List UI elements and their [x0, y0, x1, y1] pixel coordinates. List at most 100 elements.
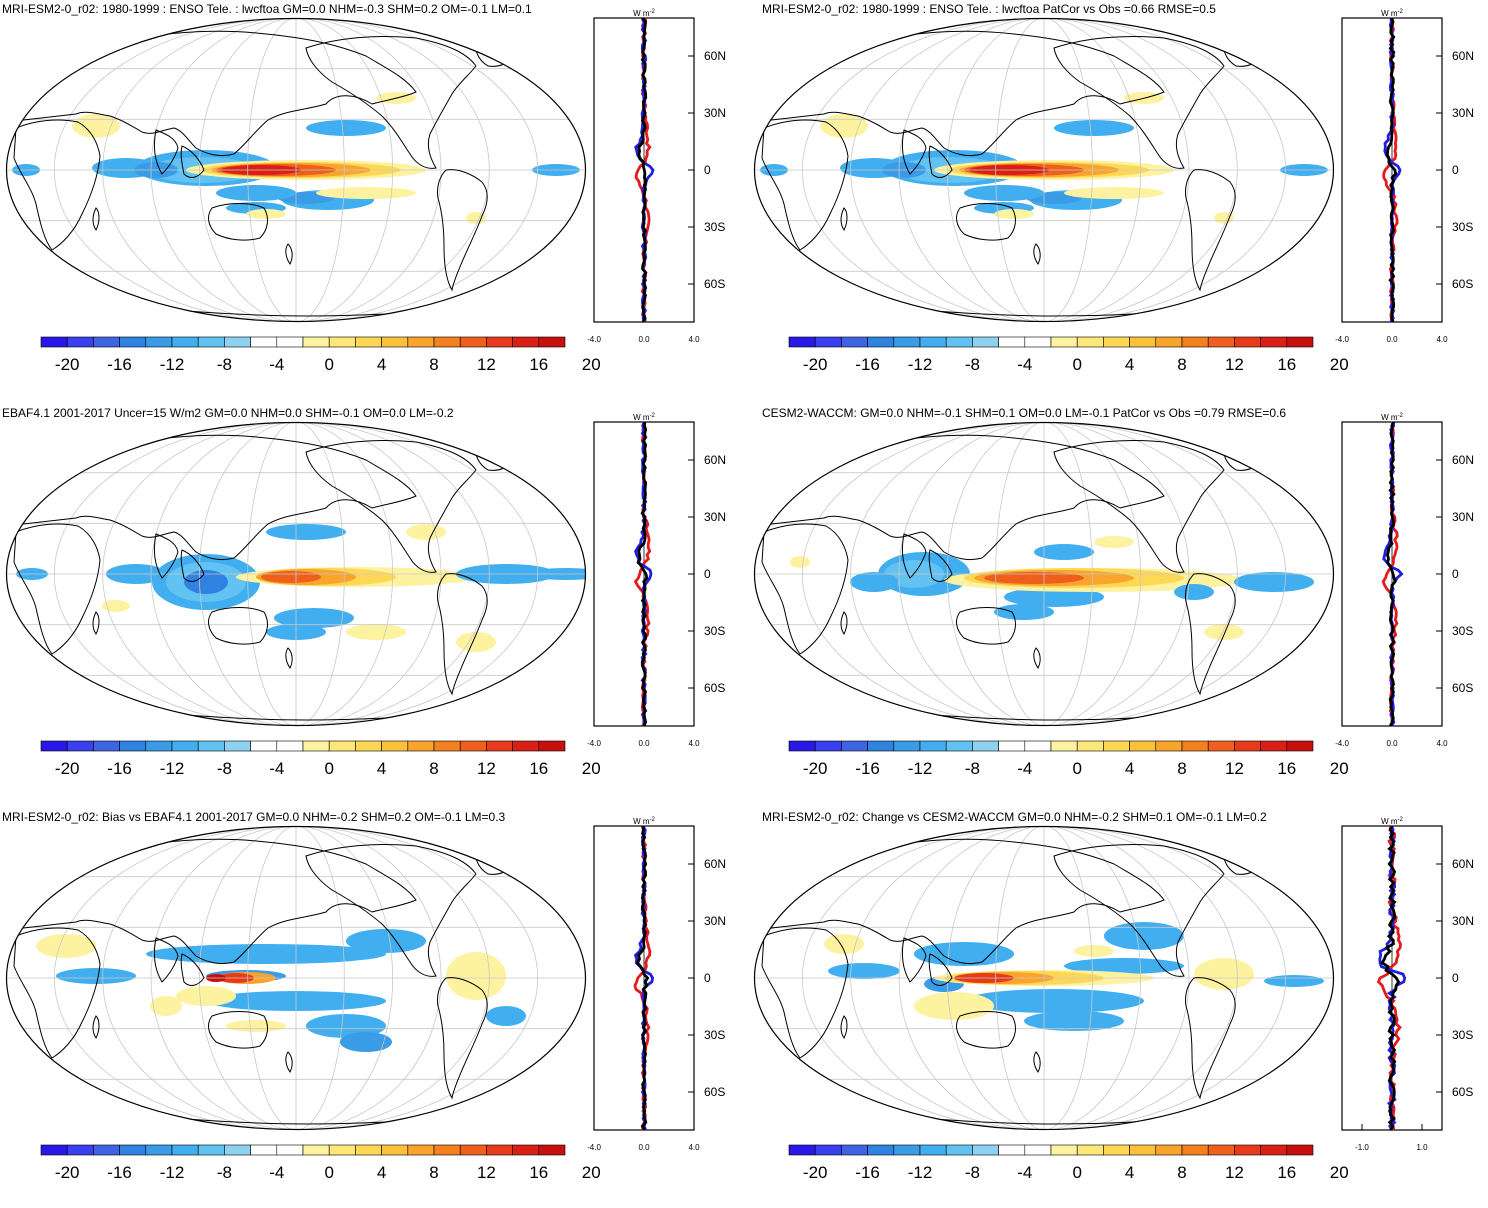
colorbar-tick-label: 8	[429, 1163, 438, 1182]
colorbar-swatch	[355, 740, 382, 752]
colorbar-swatch	[1234, 740, 1261, 752]
continent-southAmerica	[1185, 977, 1236, 1100]
anomaly-contour	[994, 209, 1034, 219]
colorbar-tick-label: -20	[803, 1163, 828, 1182]
colorbar-swatch	[197, 336, 225, 348]
profile-lat-label: 30S	[1452, 624, 1473, 638]
profile-lat-label: 60N	[1452, 49, 1474, 63]
anomaly-contour	[1024, 1011, 1124, 1031]
colorbar-swatch	[459, 1144, 487, 1156]
profile-lat-label: 30S	[704, 1028, 725, 1042]
colorbar-swatch	[197, 1144, 225, 1156]
continent-india	[153, 129, 179, 175]
profile-x-tick-label: 0.0	[638, 739, 650, 748]
colorbar-tick-label: 4	[1125, 355, 1134, 374]
anomaly-contour	[790, 556, 810, 568]
colorbar-swatch	[972, 1144, 999, 1156]
colorbar-swatch	[919, 336, 947, 348]
anomaly-contour	[1004, 587, 1104, 607]
colorbar-swatch	[119, 336, 147, 348]
colorbar-tick-label: 12	[477, 759, 496, 778]
continent-india	[901, 129, 927, 175]
anomaly-contour	[964, 185, 1044, 201]
map-border	[753, 17, 1335, 323]
profile-x-tick-label: 4.0	[688, 1143, 700, 1152]
colorbar-tick-label: 20	[1330, 1163, 1349, 1182]
continent-africa	[13, 523, 101, 655]
panel-obs: EBAF4.1 2001-2017 Uncer=15 W/m2 GM=0.0 N…	[0, 404, 744, 804]
map-title: MRI-ESM2-0_r02: Bias vs EBAF4.1 2001-201…	[2, 810, 506, 824]
colorbar-swatch	[945, 1144, 973, 1156]
profile-x-tick-label: -4.0	[1335, 335, 1349, 344]
colorbar-swatch	[512, 336, 540, 348]
colorbar-tick-label: 20	[1330, 355, 1349, 374]
colorbar-tick-label: 12	[1225, 1163, 1244, 1182]
profile-lat-label: 30S	[704, 220, 725, 234]
profile-lat-label: 30N	[704, 914, 726, 928]
anomaly-contour	[102, 600, 130, 612]
colorbar-swatch	[66, 336, 94, 348]
colorbar-tick-label: 20	[1330, 759, 1349, 778]
colorbar-swatch	[1286, 1144, 1314, 1156]
colorbar-swatch	[486, 740, 513, 752]
anomaly-contour	[850, 572, 898, 592]
colorbar-swatch	[538, 740, 566, 752]
colorbar-tick-label: -12	[908, 759, 933, 778]
profile-x-tick-label: 4.0	[688, 335, 700, 344]
colorbar-swatch	[407, 1144, 435, 1156]
colorbar-swatch	[381, 740, 409, 752]
colorbar-tick-label: 12	[477, 355, 496, 374]
colorbar-swatch	[328, 336, 356, 348]
continent-india	[153, 533, 179, 579]
continent-seasia	[928, 549, 953, 582]
continent-india	[901, 937, 927, 983]
colorbar-tick-label: 0	[324, 355, 333, 374]
anomaly-contour	[1174, 584, 1214, 600]
colorbar-swatch	[814, 740, 842, 752]
profile-x-tick-label: 1.0	[1416, 1143, 1428, 1152]
colorbar-swatch	[1103, 1144, 1130, 1156]
colorbar-swatch	[40, 1144, 68, 1156]
colorbar-tick-label: -4	[269, 355, 284, 374]
colorbar-swatch	[841, 336, 868, 348]
anomaly-contour	[184, 570, 228, 594]
anomaly-contour	[828, 963, 900, 979]
continent-seasia	[928, 953, 953, 986]
colorbar-swatch	[972, 740, 999, 752]
anomaly-contour	[72, 114, 120, 138]
colorbar-swatch	[893, 740, 921, 752]
anomaly-contour	[486, 1006, 526, 1026]
zonal-mean-profile: W m-2 60N 30N 0 30S 60S -1.0 1.0	[1341, 817, 1474, 1152]
profile-lat-label: 60N	[704, 49, 726, 63]
continent-asiaEurope	[754, 434, 1165, 561]
continent-australia	[956, 1011, 1016, 1049]
colorbar-swatch	[459, 336, 487, 348]
colorbar-tick-label: 0	[1072, 759, 1081, 778]
graticule	[6, 422, 586, 726]
continent-africa	[13, 927, 101, 1059]
map	[753, 421, 1335, 727]
colorbar: -20 -16 -12 -8 -4 0 4 8 12 16 20	[788, 336, 1349, 374]
colorbar-swatch	[250, 1144, 278, 1156]
colorbar-swatch	[1181, 1144, 1209, 1156]
colorbar-tick-label: -8	[965, 355, 980, 374]
colorbar-tick-label: 0	[324, 759, 333, 778]
colorbar-swatch	[893, 1144, 921, 1156]
panel-bias: MRI-ESM2-0_r02: Bias vs EBAF4.1 2001-201…	[0, 808, 744, 1208]
colorbar-tick-label: -4	[1017, 1163, 1032, 1182]
colorbar-tick-label: -8	[217, 759, 232, 778]
profile-x-tick-label: -4.0	[587, 335, 601, 344]
colorbar-swatch	[1260, 336, 1288, 348]
colorbar-tick-label: 20	[582, 1163, 601, 1182]
anomaly-contour	[36, 934, 96, 958]
continent-asiaEurope	[754, 30, 1165, 157]
colorbar-swatch	[250, 336, 278, 348]
continent-northAmerica	[1053, 439, 1225, 573]
anomaly-contour	[1234, 572, 1314, 592]
colorbar-swatch	[433, 740, 461, 752]
anomaly-contour	[1064, 958, 1184, 974]
map-title: CESM2-WACCM: GM=0.0 NHM=-0.1 SHM=0.1 OM=…	[762, 406, 1287, 420]
profile-lat-label: 30N	[1452, 106, 1474, 120]
profile-lat-label: 0	[704, 163, 711, 177]
continent-newZealand	[285, 647, 293, 669]
